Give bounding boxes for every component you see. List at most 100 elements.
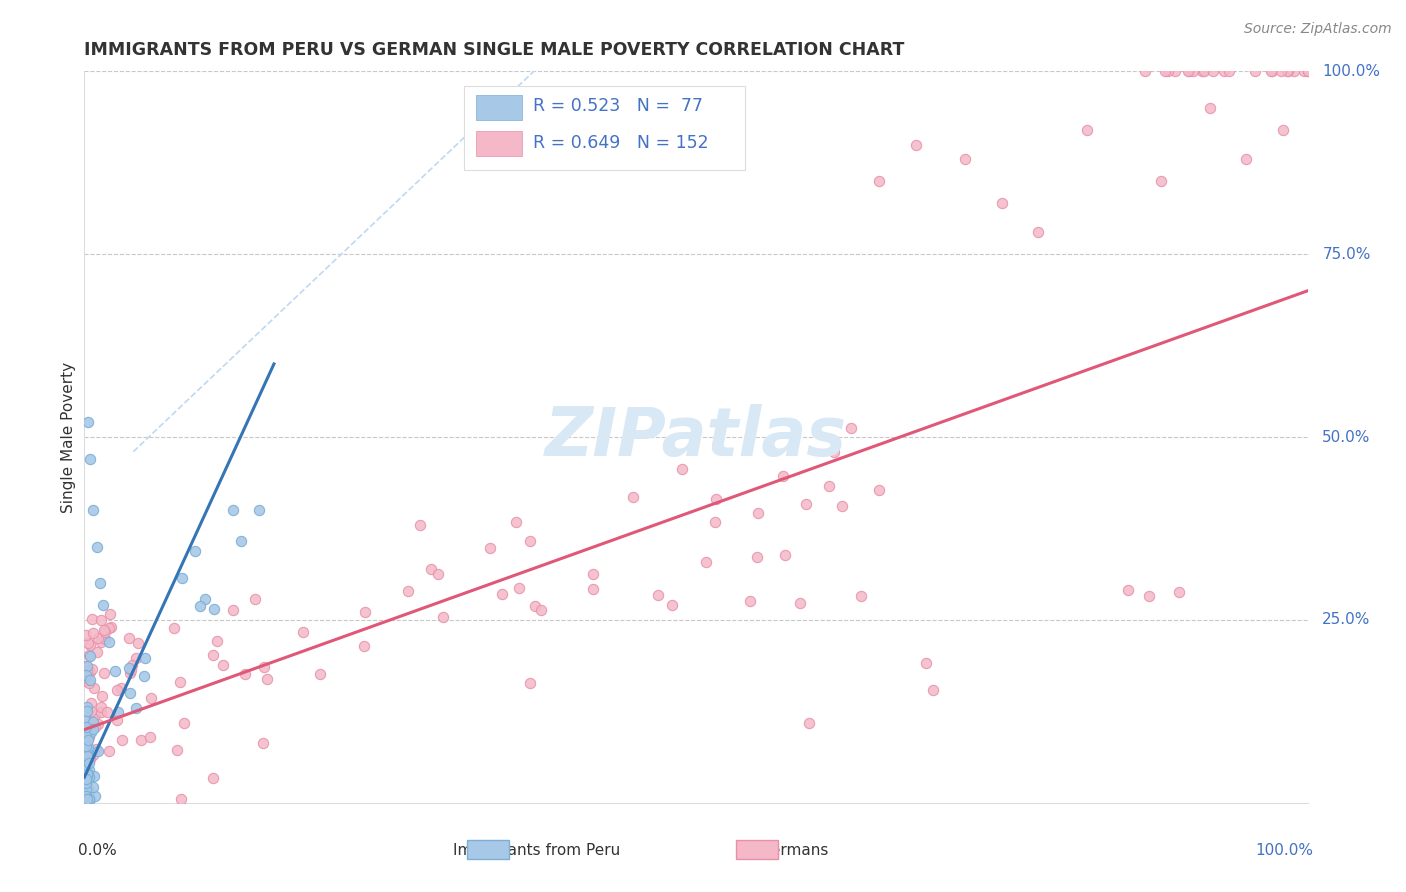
Point: [508, 581, 530, 595]
FancyBboxPatch shape: [737, 840, 778, 859]
Point: [77, 666, 100, 681]
Point: [76, 753, 98, 767]
Point: [79, 648, 101, 663]
Point: [166, 743, 188, 757]
Point: [73, 736, 96, 750]
Point: [83, 720, 105, 734]
Point: [789, 596, 811, 610]
Point: [82, 625, 104, 640]
Point: [87, 743, 110, 757]
Point: [519, 675, 541, 690]
Point: [922, 683, 945, 698]
Point: [1182, 64, 1205, 78]
Point: [79, 756, 101, 770]
Point: [76, 659, 98, 673]
Point: [76, 779, 98, 793]
Point: [118, 661, 141, 675]
Point: [1294, 64, 1316, 78]
Point: [82, 723, 104, 737]
Point: [79, 638, 101, 652]
Point: [396, 583, 419, 598]
Text: 50.0%: 50.0%: [1322, 430, 1371, 444]
Point: [523, 599, 546, 613]
Point: [76, 741, 98, 756]
FancyBboxPatch shape: [464, 86, 745, 170]
Point: [131, 733, 153, 747]
Point: [703, 515, 725, 529]
Point: [90, 699, 112, 714]
Point: [420, 562, 443, 576]
Point: [79, 452, 101, 467]
Point: [79, 752, 101, 766]
Point: [661, 598, 683, 612]
Point: [1168, 584, 1191, 599]
Point: [75, 792, 97, 806]
Point: [77, 733, 100, 747]
Point: [621, 490, 644, 504]
Point: [229, 534, 252, 549]
Point: [868, 483, 890, 498]
Point: [647, 588, 669, 602]
Text: 100.0%: 100.0%: [1256, 843, 1313, 858]
Point: [76, 664, 98, 678]
Point: [80, 696, 103, 710]
Point: [73, 792, 96, 806]
Point: [76, 700, 98, 714]
Point: [80, 725, 103, 739]
Point: [202, 771, 225, 785]
Point: [432, 610, 454, 624]
Point: [201, 648, 224, 662]
Point: [76, 766, 98, 780]
Point: [849, 589, 872, 603]
Point: [125, 701, 148, 715]
FancyBboxPatch shape: [475, 95, 522, 120]
Text: ZIPatlas: ZIPatlas: [546, 404, 846, 470]
Point: [169, 792, 191, 806]
Point: [75, 747, 97, 761]
Point: [79, 730, 101, 744]
Point: [110, 681, 132, 695]
Point: [118, 631, 141, 645]
Point: [77, 743, 100, 757]
Point: [75, 764, 97, 778]
Point: [1277, 64, 1299, 78]
Point: [125, 650, 148, 665]
Point: [77, 648, 100, 662]
Point: [823, 445, 845, 459]
Point: [479, 541, 502, 556]
Point: [97, 621, 120, 635]
Point: [1212, 64, 1234, 78]
Point: [188, 599, 211, 613]
Point: [76, 726, 98, 740]
Point: [869, 174, 891, 188]
Point: [519, 534, 541, 549]
Text: Germans: Germans: [759, 843, 828, 858]
Point: [1191, 64, 1213, 78]
Point: [839, 420, 862, 434]
Point: [73, 713, 96, 727]
Point: [253, 660, 276, 674]
Point: [243, 591, 266, 606]
Point: [1028, 225, 1050, 239]
Point: [173, 716, 195, 731]
Point: [82, 714, 104, 729]
Point: [80, 612, 103, 626]
Point: [1261, 64, 1284, 78]
Point: [77, 763, 100, 777]
Point: [233, 666, 256, 681]
Point: [77, 740, 100, 755]
Point: [905, 137, 928, 152]
Text: 100.0%: 100.0%: [1322, 64, 1381, 78]
Text: Source: ZipAtlas.com: Source: ZipAtlas.com: [1244, 22, 1392, 37]
Point: [163, 621, 186, 635]
Point: [98, 607, 121, 622]
Point: [105, 682, 128, 697]
Point: [79, 665, 101, 680]
Point: [76, 780, 98, 794]
Point: [79, 791, 101, 805]
Point: [73, 714, 96, 728]
Point: [76, 745, 98, 759]
Y-axis label: Single Male Poverty: Single Male Poverty: [60, 361, 76, 513]
Point: [105, 714, 128, 728]
Text: 75.0%: 75.0%: [1322, 247, 1371, 261]
